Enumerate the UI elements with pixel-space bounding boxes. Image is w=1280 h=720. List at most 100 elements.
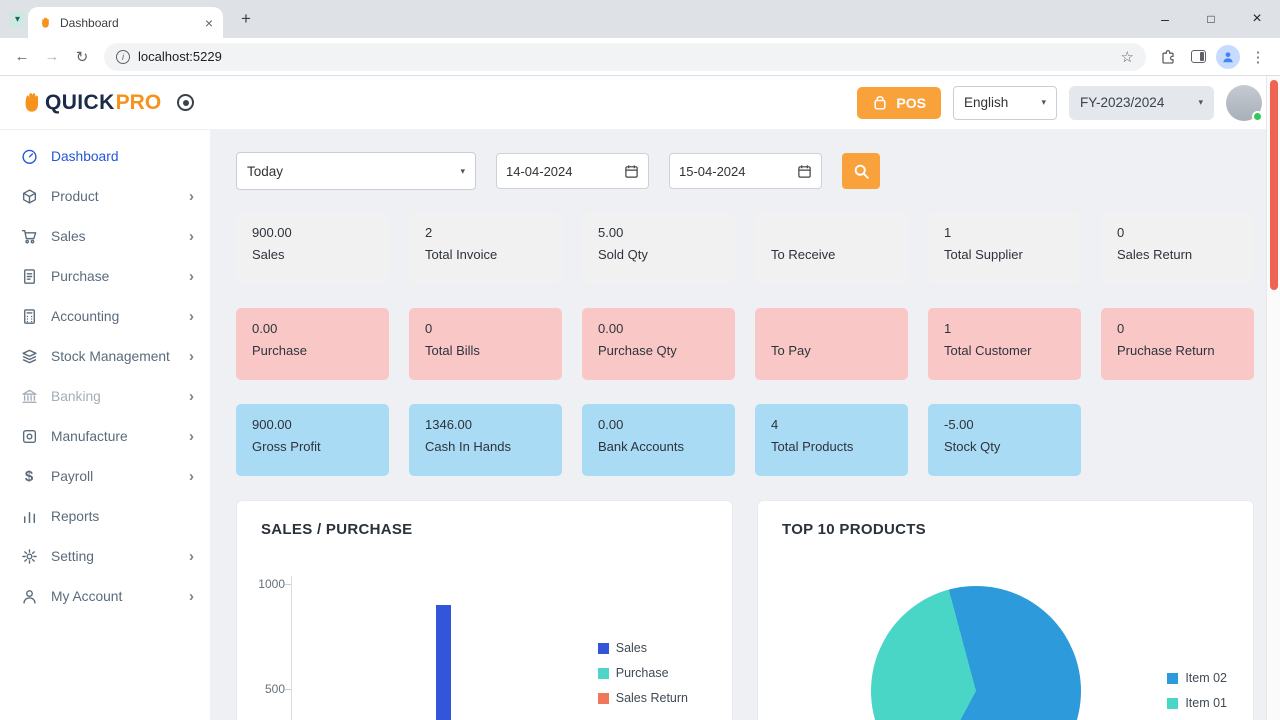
legend-item-02: Item 02 (1167, 671, 1227, 685)
tab-search-button[interactable]: ▾ (9, 10, 26, 28)
side-panel-icon (1190, 50, 1206, 63)
pos-button[interactable]: POS (857, 86, 941, 119)
sidebar-item-label: Banking (51, 388, 101, 404)
bookmark-star-icon[interactable]: ☆ (1120, 48, 1134, 66)
online-status-dot (1252, 110, 1263, 122)
stat-label: Stock Qty (944, 439, 1001, 454)
chevron-right-icon: › (189, 347, 194, 365)
calendar-icon (798, 164, 811, 178)
product-box-icon (20, 187, 38, 205)
chevron-right-icon: › (189, 387, 194, 405)
sidebar-item-setting[interactable]: Setting › (0, 536, 210, 576)
browser-profile-button[interactable] (1214, 43, 1242, 71)
address-bar[interactable]: i localhost:5229 ☆ (104, 42, 1146, 71)
page-scrollbar[interactable] (1266, 76, 1280, 720)
sidebar-item-label: Purchase (51, 268, 110, 284)
puzzle-icon (1162, 49, 1174, 64)
stat-value: 1 (944, 225, 952, 240)
maximize-button[interactable]: □ (1207, 12, 1215, 26)
logo-text-secondary: PRO (115, 90, 162, 114)
date-from-value: 14-04-2024 (506, 163, 573, 179)
sidebar-item-label: Accounting (51, 308, 120, 324)
stat-value: 4 (771, 417, 779, 432)
sidebar-toggle-target-icon[interactable] (177, 94, 195, 111)
sidebar-item-banking[interactable]: Banking › (0, 376, 210, 416)
reload-button[interactable]: ↻ (75, 48, 89, 66)
legend-label: Item 01 (1185, 696, 1227, 710)
stat-card-purchase: 0.00 Purchase (236, 308, 389, 380)
sidebar-item-label: Reports (51, 508, 100, 524)
stats-row-2: 0.00 Purchase 0 Total Bills 0.00 Purchas… (236, 308, 1254, 380)
browser-menu-button[interactable]: ⋮ (1250, 48, 1266, 66)
sidebar-item-label: Manufacture (51, 428, 128, 444)
bar-chart-legend: Sales Purchase Sales Return (597, 641, 688, 705)
stat-card-total-products: 4 Total Products (755, 404, 908, 476)
language-value: English (964, 95, 1009, 110)
search-button[interactable] (842, 153, 880, 189)
stat-label: To Receive (771, 247, 836, 262)
y-axis-tickmark (285, 689, 291, 690)
minimize-button[interactable]: – (1161, 11, 1169, 27)
back-button[interactable]: ← (14, 48, 30, 65)
legend-swatch (597, 692, 609, 704)
browser-tab[interactable]: Dashboard × (28, 7, 223, 38)
close-button[interactable]: × (1252, 10, 1262, 27)
stat-card-cash-in-hands: 1346.00 Cash In Hands (409, 404, 562, 476)
sales-purchase-plot: 1000 500 (258, 564, 708, 720)
person-icon (20, 587, 38, 605)
stat-label: Total Bills (425, 343, 480, 358)
user-avatar[interactable] (1226, 84, 1263, 122)
stats-row-1: 900.00 Sales 2 Total Invoice 5.00 Sold Q… (236, 212, 1254, 284)
stat-card-to-pay: To Pay (755, 308, 908, 380)
sidebar-item-accounting[interactable]: Accounting › (0, 296, 210, 336)
hand-logo-icon (25, 92, 39, 112)
date-to-input[interactable]: 15-04-2024 (669, 153, 822, 189)
sidebar-item-payroll[interactable]: $ Payroll › (0, 456, 210, 496)
app-header: QUICK PRO POS English ▾ FY-2023/2024 ▾ (0, 76, 1280, 130)
sidebar-item-dashboard[interactable]: Dashboard (0, 136, 210, 176)
sidebar-item-label: Sales (51, 228, 86, 244)
forward-button[interactable]: → (44, 48, 60, 65)
stat-value: 0.00 (252, 321, 278, 336)
invoice-icon (20, 267, 38, 285)
sidebar-item-purchase[interactable]: Purchase › (0, 256, 210, 296)
sidebar-item-manufacture[interactable]: Manufacture › (0, 416, 210, 456)
site-info-icon[interactable]: i (116, 49, 130, 64)
language-select[interactable]: English ▾ (953, 85, 1057, 120)
legend-swatch (597, 667, 609, 679)
new-tab-button[interactable]: + (241, 9, 251, 28)
fiscal-year-select[interactable]: FY-2023/2024 ▾ (1069, 85, 1214, 120)
chevron-right-icon: › (189, 227, 194, 245)
dashboard-icon (20, 147, 38, 165)
stat-card-purchase-qty: 0.00 Purchase Qty (582, 308, 735, 380)
header-actions: POS English ▾ FY-2023/2024 ▾ (857, 84, 1263, 122)
stat-card-purchase-return: 0 Pruchase Return (1101, 308, 1254, 380)
stat-label: Total Products (771, 439, 854, 454)
tab-close-button[interactable]: × (204, 14, 213, 31)
chart-title: TOP 10 PRODUCTS (782, 521, 926, 538)
pie-chart-legend: Item 02 Item 01 (1167, 671, 1227, 710)
sidebar-item-my-account[interactable]: My Account › (0, 576, 210, 616)
date-from-input[interactable]: 14-04-2024 (496, 153, 649, 189)
top-products-chart-card: TOP 10 PRODUCTS Item 02 Item 01 (757, 500, 1254, 720)
sidebar-item-reports[interactable]: Reports (0, 496, 210, 536)
chevron-right-icon: › (189, 547, 194, 565)
chevron-down-icon: ▾ (14, 13, 21, 25)
chart-title: SALES / PURCHASE (261, 521, 413, 538)
stat-value: 900.00 (252, 417, 292, 432)
chevron-right-icon: › (189, 267, 194, 285)
extensions-button[interactable] (1154, 43, 1182, 71)
legend-item-sales-return: Sales Return (597, 691, 688, 705)
stat-card-total-supplier: 1 Total Supplier (928, 212, 1081, 284)
stat-label: Total Supplier (944, 247, 1023, 262)
caret-down-icon: ▾ (460, 165, 465, 176)
stat-value: 5.00 (598, 225, 624, 240)
sidebar-item-label: Dashboard (51, 148, 119, 164)
sidebar-item-stock-management[interactable]: Stock Management › (0, 336, 210, 376)
sidebar-item-sales[interactable]: Sales › (0, 216, 210, 256)
scrollbar-thumb[interactable] (1270, 80, 1278, 290)
period-select[interactable]: Today ▾ (236, 152, 476, 190)
side-panel-button[interactable] (1184, 43, 1212, 71)
sidebar-item-product[interactable]: Product › (0, 176, 210, 216)
profile-avatar-icon (1216, 44, 1240, 69)
